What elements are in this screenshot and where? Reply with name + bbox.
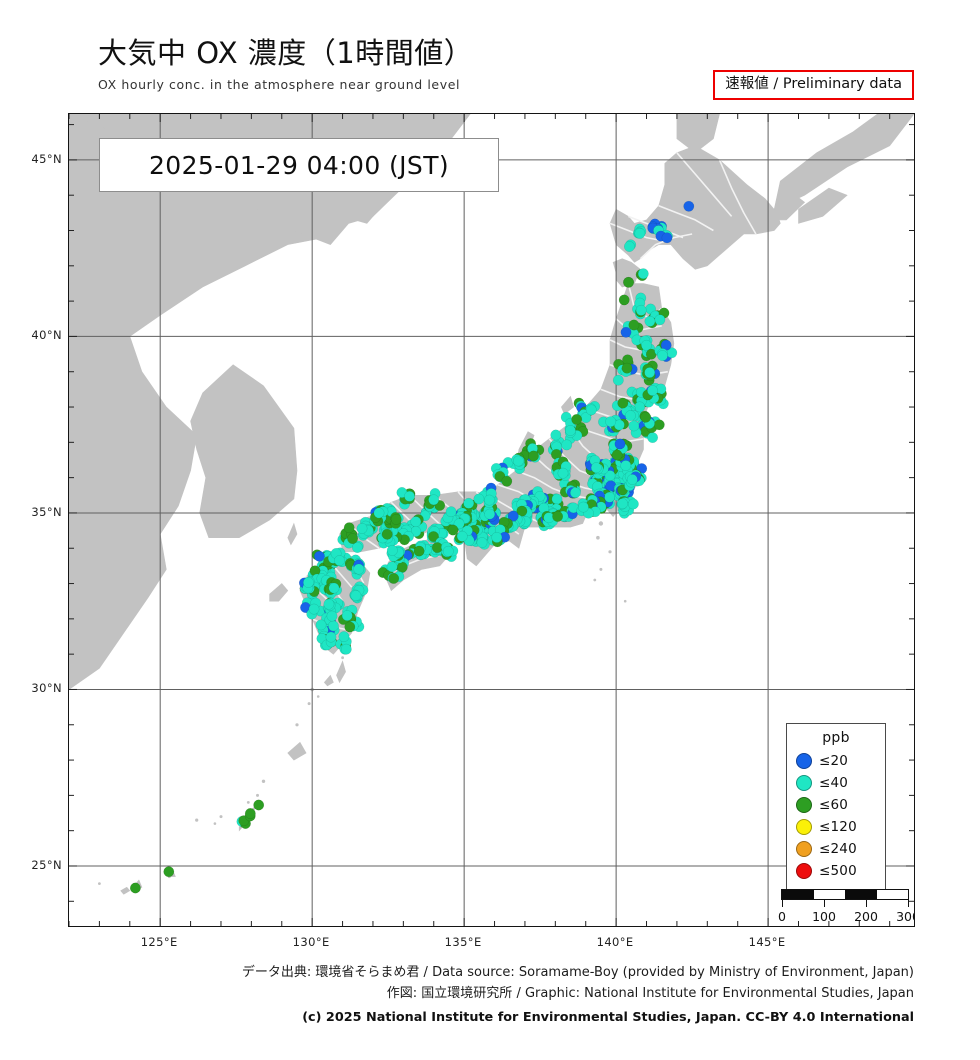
longitude-tick-label: 130°E [292,935,330,949]
scale-bar-labels: 0100200300km [778,909,914,925]
map-layers [69,114,914,926]
longitude-tick-label: 125°E [140,935,178,949]
page-title: 大気中 OX 濃度（1時間値） [98,36,474,70]
station-points-layer [129,200,695,894]
footer-graphic: 作図: 国立環境研究所 / Graphic: National Institut… [386,986,914,1002]
footer-copyright: (c) 2025 National Institute for Environm… [302,1010,914,1026]
scale-tick [908,900,909,907]
latitude-tick-label: 30°N [31,681,62,696]
footer-source: データ出典: 環境省そらまめ君 / Data source: Soramame-… [241,965,914,980]
scale-bar-track [781,889,909,900]
legend-title: ppb [822,730,850,746]
legend-item[interactable]: ≤60 [793,794,879,816]
legend-item[interactable]: ≤40 [793,772,879,794]
legend-item-label: ≤240 [819,841,857,857]
longitude-tick-label: 145°E [748,935,786,949]
latitude-tick-label: 40°N [31,328,62,343]
legend-rows: ≤20 ≤40 ≤60 ≤120 ≤240 ≤500 [793,750,879,882]
preliminary-data-badge: 速報値 / Preliminary data [713,70,914,100]
scale-tick-label: 100 [812,909,836,924]
latitude-tick-label: 35°N [31,504,62,519]
legend-item-label: ≤20 [819,753,849,769]
latitude-tick-label: 25°N [31,857,62,872]
legend-item-label: ≤60 [819,797,849,813]
legend-item[interactable]: ≤120 [793,816,879,838]
title-block: 大気中 OX 濃度（1時間値） OX hourly conc. in the a… [98,36,474,92]
timestamp-panel: 2025-01-29 04:00 (JST) [99,138,499,192]
legend-color-swatch [796,775,812,791]
legend-item[interactable]: ≤20 [793,750,879,772]
latitude-tick-label: 45°N [31,151,62,166]
scale-segment [782,890,814,899]
scale-tick [824,900,825,907]
legend-color-swatch [796,797,812,813]
footer: データ出典: 環境省そらまめ君 / Data source: Soramame-… [0,962,914,1029]
legend-color-swatch [796,819,812,835]
legend: ppb ≤20 ≤40 ≤60 ≤120 ≤240 ≤500 [786,723,886,890]
longitude-tick-label: 140°E [596,935,634,949]
map-tick-layer [69,114,914,926]
scale-bar-ticks [781,900,909,908]
scale-segment [845,890,877,899]
scale-tick-label: 0 [778,909,786,924]
scale-tick [782,900,783,907]
scale-tick-label: 300 [896,909,914,924]
scale-tick-label: 200 [854,909,878,924]
page-subtitle: OX hourly conc. in the atmosphere near g… [98,76,461,92]
legend-item-label: ≤120 [819,819,857,835]
legend-item[interactable]: ≤500 [793,860,879,882]
legend-item[interactable]: ≤240 [793,838,879,860]
scale-segment [876,890,908,899]
legend-color-swatch [796,753,812,769]
legend-color-swatch [796,863,812,879]
scale-segment [813,890,845,899]
longitude-tick-label: 135°E [444,935,482,949]
scale-tick [866,900,867,907]
map-canvas[interactable]: 2025-01-29 04:00 (JST) ppb ≤20 ≤40 ≤60 ≤120… [68,113,915,927]
scale-bar: 0100200300km [778,889,914,925]
legend-color-swatch [796,841,812,857]
legend-item-label: ≤500 [819,863,857,879]
legend-item-label: ≤40 [819,775,849,791]
